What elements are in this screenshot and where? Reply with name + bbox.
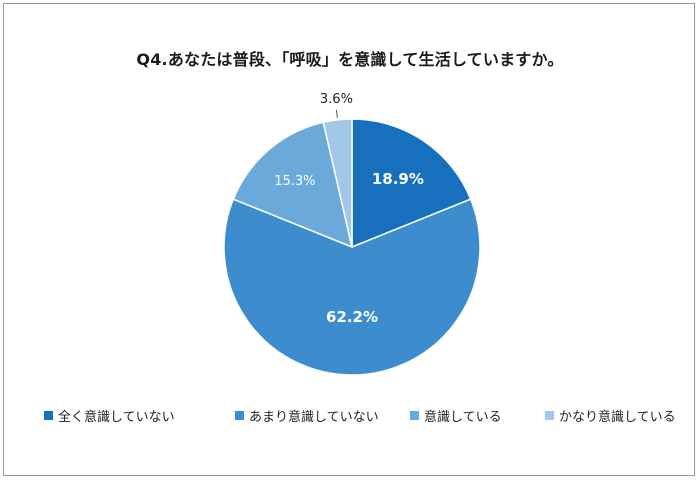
legend-swatch (44, 411, 53, 420)
data-label-4: 3.6% (320, 92, 353, 107)
legend-label: かなり意識している (559, 410, 676, 425)
legend-item-2: あまり意識していない (235, 406, 379, 425)
legend-item-3: 意識している (410, 406, 502, 425)
data-label-1: 18.9% (372, 170, 424, 188)
legend-swatch (545, 411, 554, 420)
legend-label: あまり意識していない (249, 410, 379, 425)
pie-slice-1 (351, 118, 472, 249)
legend-label: 意識している (424, 410, 502, 425)
pie-slice-4 (322, 118, 353, 248)
data-label-3: 15.3% (274, 174, 315, 189)
data-label-2: 62.2% (326, 308, 378, 326)
pie-slice-2 (223, 198, 481, 376)
legend: 全く意識していない あまり意識していない 意識している かなり意識している (30, 406, 680, 430)
legend-swatch (235, 411, 244, 420)
legend-label: 全く意識していない (58, 410, 175, 425)
legend-item-1: 全く意識していない (44, 406, 175, 425)
pie-slice-3 (232, 121, 354, 249)
chart-title: Q4.あなたは普段、「呼吸」を意識して生活していますか。 (136, 50, 564, 69)
legend-swatch (410, 411, 419, 420)
leader-line (335, 109, 338, 118)
legend-item-4: かなり意識している (545, 406, 676, 425)
